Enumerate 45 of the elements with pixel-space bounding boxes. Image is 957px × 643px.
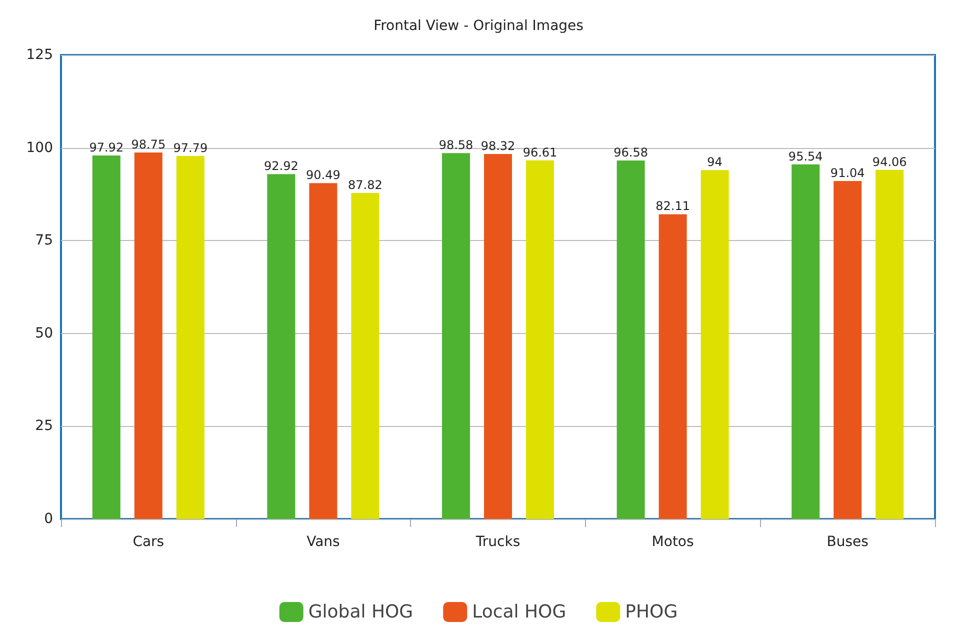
- data-label: 91.04: [830, 166, 865, 180]
- bar: [616, 160, 645, 519]
- data-label: 98.75: [131, 137, 166, 152]
- bar: [876, 170, 904, 519]
- bar: [351, 193, 380, 519]
- bar: [484, 154, 512, 519]
- bar: [176, 156, 204, 519]
- bar: [792, 164, 820, 519]
- bar: [834, 181, 862, 519]
- bar: [92, 156, 120, 519]
- bar: [309, 183, 338, 519]
- x-tick-label: Vans: [306, 534, 340, 550]
- bar: [442, 153, 470, 519]
- data-label: 96.61: [522, 145, 558, 160]
- data-label: 96.58: [614, 145, 648, 160]
- data-label: 97.92: [89, 140, 124, 155]
- data-label: 87.82: [348, 178, 382, 192]
- x-tick-label: Buses: [826, 534, 868, 550]
- data-label: 95.54: [788, 149, 823, 164]
- x-tick-label: Cars: [132, 534, 164, 550]
- bar: [134, 152, 162, 519]
- y-tick-label: 100: [26, 140, 53, 156]
- bar: [700, 170, 729, 519]
- data-label: 92.92: [264, 159, 298, 174]
- y-tick-label: 125: [26, 47, 53, 63]
- data-label: 98.32: [480, 139, 516, 154]
- data-label: 82.11: [656, 199, 690, 214]
- legend-label: Local HOG: [472, 602, 566, 622]
- y-tick-label: 50: [35, 325, 53, 342]
- data-label: 94.06: [872, 154, 907, 169]
- x-tick-label: Trucks: [474, 534, 520, 550]
- data-label: 97.79: [173, 141, 208, 156]
- y-tick-label: 75: [35, 232, 53, 249]
- y-tick-label: 0: [44, 511, 53, 527]
- bar: [526, 160, 554, 519]
- legend-label: PHOG: [625, 602, 678, 622]
- x-tick-label: Motos: [652, 534, 694, 550]
- data-label: 90.49: [306, 168, 340, 182]
- bar: [267, 174, 296, 519]
- bar: [658, 214, 687, 519]
- legend-label: Global HOG: [308, 602, 414, 622]
- data-label: 98.58: [438, 138, 474, 152]
- data-label: 94: [707, 155, 722, 170]
- chart-title: Frontal View - Original Images: [374, 18, 584, 34]
- y-tick-label: 25: [35, 418, 53, 434]
